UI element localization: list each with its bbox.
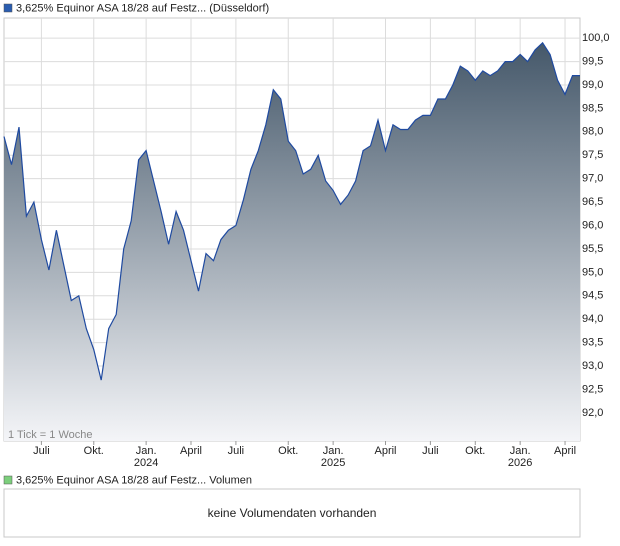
chart-title: 3,625% Equinor ASA 18/28 auf Festz... (D… (16, 2, 269, 14)
y-tick-label: 100,0 (582, 32, 610, 44)
y-tick-label: 92,5 (582, 383, 603, 395)
y-tick-label: 96,0 (582, 219, 603, 231)
x-tick-label: April (374, 445, 396, 457)
y-tick-label: 94,0 (582, 313, 603, 325)
annotation: 1 Tick = 1 Woche (8, 429, 92, 441)
volume-legend: 3,625% Equinor ASA 18/28 auf Festz... Vo… (16, 474, 252, 486)
x-tick-label: Juli (228, 445, 245, 457)
x-tick-label: Juli (33, 445, 50, 457)
y-tick-label: 96,5 (582, 196, 603, 208)
area (4, 42, 580, 442)
y-tick-label: 93,0 (582, 360, 603, 372)
y-tick-label: 97,5 (582, 149, 603, 161)
x-tick-label: April (554, 445, 576, 457)
y-tick-label: 92,0 (582, 407, 603, 419)
x-tick-label: Jan. 2026 (508, 445, 532, 469)
y-tick-label: 98,5 (582, 102, 603, 114)
x-tick-label: Okt. (278, 445, 298, 457)
line (3, 41, 580, 381)
legend-swatch (3, 3, 13, 13)
x-tick-label: April (180, 445, 202, 457)
y-tick-label: 98,0 (582, 126, 603, 138)
y-tick-label: 95,5 (582, 243, 603, 255)
y-tick-label: 97,0 (582, 173, 603, 185)
y-tick-label: 94,5 (582, 290, 603, 302)
x-tick-label: Juli (422, 445, 439, 457)
x-tick-label: Jan. 2025 (321, 445, 345, 469)
y-tick-label: 99,5 (582, 55, 603, 67)
y-tick-label: 93,5 (582, 337, 603, 349)
x-tick-label: Jan. 2024 (134, 445, 158, 469)
y-tick-label: 95,0 (582, 266, 603, 278)
legend-swatch (3, 475, 13, 485)
volume-message: keine Volumendaten vorhanden (208, 506, 377, 520)
x-tick-label: Okt. (465, 445, 485, 457)
x-tick-label: Okt. (84, 445, 104, 457)
volume-panel (3, 488, 581, 538)
y-tick-label: 99,0 (582, 79, 603, 91)
